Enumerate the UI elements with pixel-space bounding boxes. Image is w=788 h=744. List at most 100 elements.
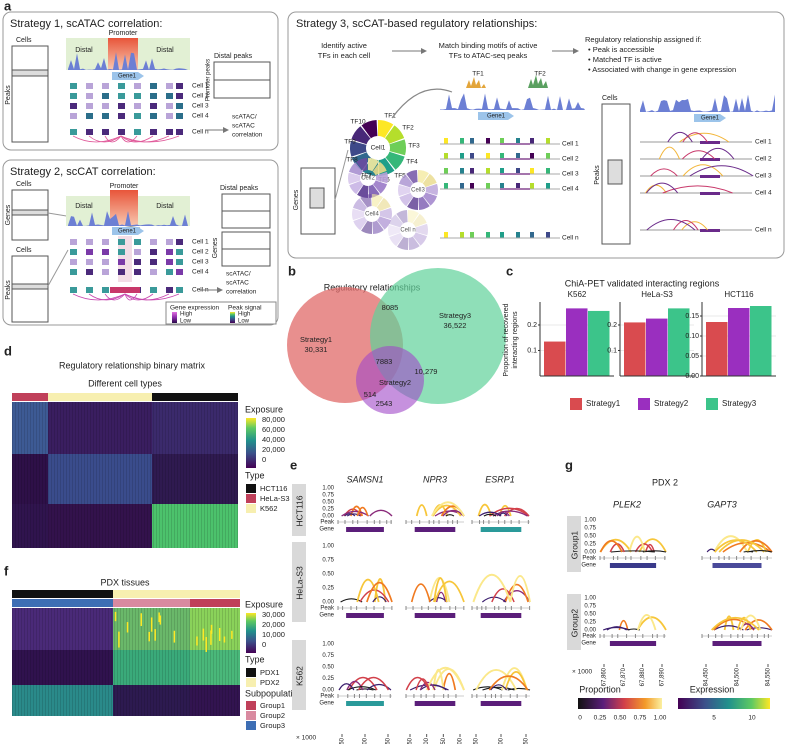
cell-bar (530, 138, 534, 144)
colorbar (678, 698, 770, 709)
y-tick-label: 0.25 (584, 542, 596, 548)
arc (356, 506, 369, 517)
arc (491, 588, 515, 603)
label: correlation (232, 132, 263, 139)
label: TFs to ATAC-seq peaks (449, 51, 528, 60)
arc (369, 509, 393, 517)
label: Exposure (245, 599, 283, 609)
arc (366, 581, 393, 603)
cell-square (134, 269, 141, 275)
wheel-segment (360, 194, 372, 208)
y-tick-label: 0.50 (322, 500, 334, 506)
label: × 1000 (572, 669, 592, 676)
colorbar (172, 312, 177, 323)
label: Genes (212, 237, 219, 258)
wheel-segment (385, 151, 405, 170)
gene-bar (346, 701, 384, 706)
gene-arrow (694, 114, 726, 122)
arc (636, 613, 657, 631)
row-label: Group2 (569, 609, 579, 638)
panel-label: f (4, 563, 9, 578)
y-tick-label: 0.50 (584, 612, 596, 618)
y-tick-label: 0.00 (685, 373, 699, 380)
cell-square (166, 129, 173, 135)
wheel-segment (351, 126, 371, 145)
label: Low (238, 319, 250, 325)
label: Promoter (110, 183, 139, 190)
label: Type (245, 470, 265, 480)
matrix (11, 45, 49, 143)
cell-square (70, 129, 77, 135)
cell-square (150, 103, 157, 109)
arc (435, 591, 447, 603)
label: TFs in each cell (318, 51, 371, 60)
cell-bar (444, 153, 448, 159)
wheel-segment (398, 184, 411, 197)
correlation-arc (72, 135, 122, 143)
label: Peaks (5, 280, 12, 300)
x-tick-label: 95,700 (499, 737, 505, 744)
heatmap-streak (202, 628, 205, 641)
wheel-segment (368, 184, 380, 198)
cell-square (102, 93, 109, 99)
label: Distal peaks (220, 185, 259, 192)
label: 2543 (376, 399, 393, 408)
motif-logo (466, 77, 486, 88)
arc (433, 577, 448, 603)
arc (432, 668, 445, 691)
arc (433, 580, 465, 603)
peak-signal (640, 94, 775, 112)
panel-label: e (290, 457, 297, 472)
arc (346, 513, 361, 517)
label: 0.50 (614, 715, 627, 722)
label: Regulatory relationship assigned if: (585, 35, 702, 44)
cell-square (86, 259, 93, 265)
label: Expression (690, 684, 735, 694)
row-label-box (567, 516, 581, 572)
wheel-segment (350, 140, 367, 157)
label: Peak signal (228, 305, 262, 312)
cell-square (70, 259, 77, 265)
legend-label: Group1 (260, 701, 285, 710)
label: 5 (712, 715, 716, 722)
y-tick-label: 0.2 (527, 322, 537, 329)
label: Cell 2 (755, 156, 772, 163)
bar (750, 306, 772, 376)
label: 0.75 (634, 715, 647, 722)
arc (634, 543, 654, 553)
wheel-segment (376, 197, 391, 212)
cell-square (166, 259, 173, 265)
row-label-box (292, 542, 306, 622)
panel-label: d (4, 343, 12, 358)
cell-square (166, 103, 173, 109)
correlation-arc (88, 293, 126, 301)
label: Strategy3 (439, 311, 471, 320)
y-tick-label: 1.00 (584, 596, 596, 602)
cell-square (118, 93, 125, 99)
label: Cells (16, 247, 32, 254)
heatmap-streak (114, 611, 117, 622)
wheel-segment (397, 236, 408, 250)
label: Distal peaks (214, 53, 253, 60)
label: 10,279 (415, 367, 438, 376)
wheel-segment (407, 196, 418, 210)
chart-title: K562 (568, 290, 587, 299)
heatmap-streak (210, 630, 212, 645)
cell-bar (546, 138, 550, 144)
annotation (48, 393, 152, 401)
arc (415, 678, 431, 691)
cell-bar (460, 153, 464, 159)
label: TF9 (344, 139, 356, 146)
label: Gene1 (487, 114, 506, 120)
x-tick-label: 95,750 (524, 737, 530, 744)
arc (419, 681, 436, 691)
heatmap-streak (158, 612, 160, 623)
x-tick-label: 67,860 (602, 667, 608, 686)
label: Different cell types (88, 378, 162, 388)
cell-square (176, 113, 183, 119)
label: Peaks (5, 85, 12, 105)
arc (490, 684, 508, 691)
y-tick-label: 0.2 (607, 322, 617, 329)
cell-square (70, 269, 77, 275)
cell-square (118, 83, 125, 89)
